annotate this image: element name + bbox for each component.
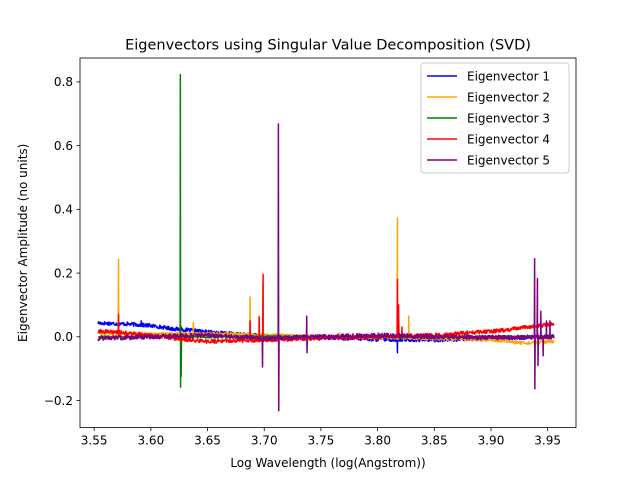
x-axis: 3.55 3.60 3.65 3.70 3.75 3.80 3.85 3.90 3.95 xyxy=(81,427,561,448)
legend-frame xyxy=(420,62,570,174)
legend-label-3: Eigenvector 3 xyxy=(467,111,550,125)
x-tick-label: 3.80 xyxy=(364,434,391,448)
legend: Eigenvector 1 Eigenvector 2 Eigenvector 3 E… xyxy=(420,62,570,174)
y-tick-label: 0.2 xyxy=(54,266,73,280)
y-axis-label: Eigenvector Amplitude (no units) xyxy=(16,144,30,342)
series-layer xyxy=(97,73,555,412)
legend-label-1: Eigenvector 1 xyxy=(467,69,550,83)
chart-title: Eigenvectors using Singular Value Decomp… xyxy=(125,38,531,54)
series-line-5 xyxy=(97,123,555,412)
x-tick-label: 3.70 xyxy=(251,434,278,448)
y-tick-label: −0.2 xyxy=(44,394,73,408)
x-tick-label: 3.55 xyxy=(81,434,108,448)
x-tick-label: 3.90 xyxy=(478,434,505,448)
legend-label-5: Eigenvector 5 xyxy=(467,153,550,167)
x-tick-label: 3.75 xyxy=(308,434,335,448)
x-tick-label: 3.60 xyxy=(137,434,164,448)
x-tick-label: 3.85 xyxy=(421,434,448,448)
x-tick-label: 3.95 xyxy=(534,434,561,448)
legend-label-4: Eigenvector 4 xyxy=(467,132,550,146)
y-tick-label: 0.4 xyxy=(54,203,73,217)
x-tick-label: 3.65 xyxy=(194,434,221,448)
axes-frame xyxy=(79,57,577,429)
y-tick-label: 0.8 xyxy=(54,75,73,89)
y-tick-label: 0.6 xyxy=(54,139,73,153)
x-axis-label: Log Wavelength (log(Angstrom)) xyxy=(230,456,425,470)
y-tick-label: 0.0 xyxy=(54,330,73,344)
legend-label-2: Eigenvector 2 xyxy=(467,90,550,104)
y-axis: −0.2 0.0 0.2 0.4 0.6 0.8 xyxy=(44,75,80,408)
